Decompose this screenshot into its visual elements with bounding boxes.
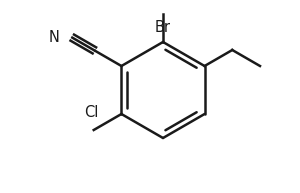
Text: Br: Br bbox=[155, 20, 171, 35]
Text: N: N bbox=[48, 30, 59, 45]
Text: Cl: Cl bbox=[85, 105, 99, 120]
